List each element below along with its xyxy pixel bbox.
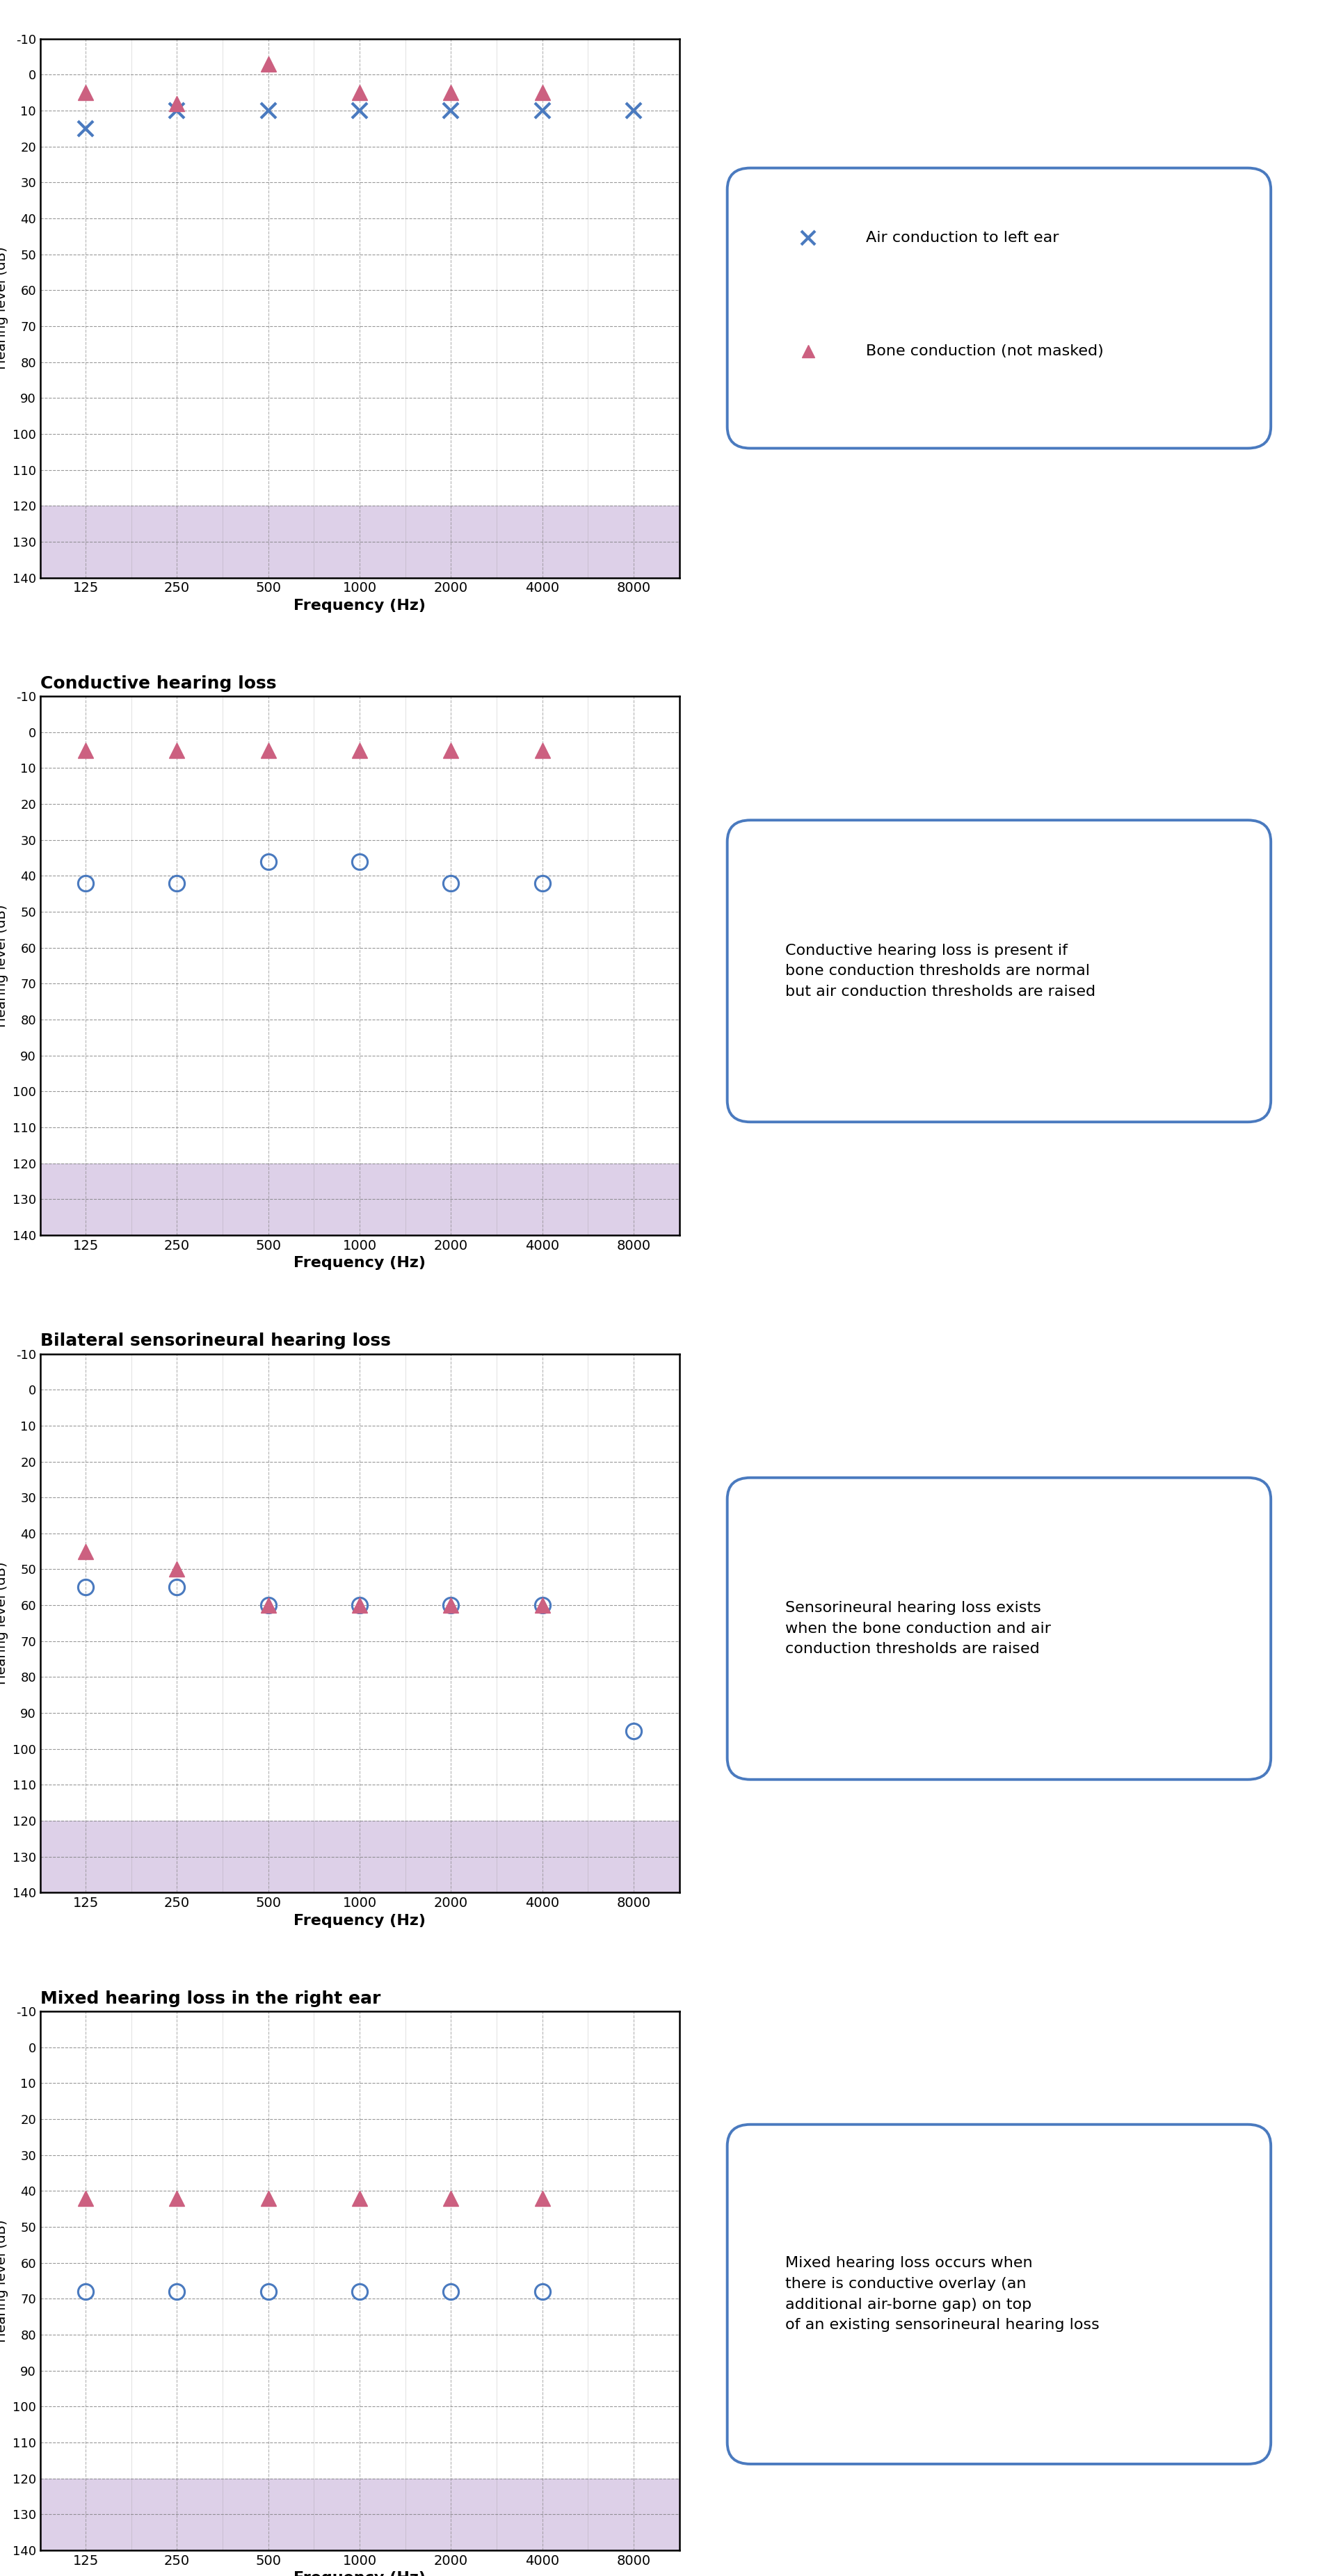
- X-axis label: Frequency (Hz): Frequency (Hz): [293, 1914, 426, 1927]
- Bar: [40, 1821, 679, 1893]
- Y-axis label: Hearing level (dB): Hearing level (dB): [0, 247, 8, 368]
- Y-axis label: Hearing level (dB): Hearing level (dB): [0, 2221, 8, 2342]
- X-axis label: Frequency (Hz): Frequency (Hz): [293, 1257, 426, 1270]
- Text: Mixed hearing loss occurs when
there is conductive overlay (an
additional air-bo: Mixed hearing loss occurs when there is …: [786, 2257, 1099, 2331]
- FancyBboxPatch shape: [727, 1479, 1271, 1780]
- FancyBboxPatch shape: [727, 167, 1271, 448]
- Bar: [40, 1164, 679, 1234]
- X-axis label: Frequency (Hz): Frequency (Hz): [293, 598, 426, 613]
- Text: Conductive hearing loss: Conductive hearing loss: [40, 675, 276, 693]
- Text: Conductive hearing loss is present if
bone conduction thresholds are normal
but : Conductive hearing loss is present if bo…: [786, 943, 1095, 999]
- Text: Sensorineural hearing loss exists
when the bone conduction and air
conduction th: Sensorineural hearing loss exists when t…: [786, 1602, 1051, 1656]
- Bar: [40, 2478, 679, 2550]
- Text: Air conduction to left ear: Air conduction to left ear: [866, 232, 1059, 245]
- Y-axis label: Hearing level (dB): Hearing level (dB): [0, 1561, 8, 1685]
- FancyBboxPatch shape: [727, 819, 1271, 1123]
- Text: Bilateral sensorineural hearing loss: Bilateral sensorineural hearing loss: [40, 1332, 391, 1350]
- Text: Mixed hearing loss in the right ear: Mixed hearing loss in the right ear: [40, 1991, 380, 2007]
- X-axis label: Frequency (Hz): Frequency (Hz): [293, 2571, 426, 2576]
- FancyBboxPatch shape: [727, 2125, 1271, 2465]
- Y-axis label: Hearing level (dB): Hearing level (dB): [0, 904, 8, 1028]
- Text: Bone conduction (not masked): Bone conduction (not masked): [866, 345, 1103, 358]
- Bar: [40, 505, 679, 577]
